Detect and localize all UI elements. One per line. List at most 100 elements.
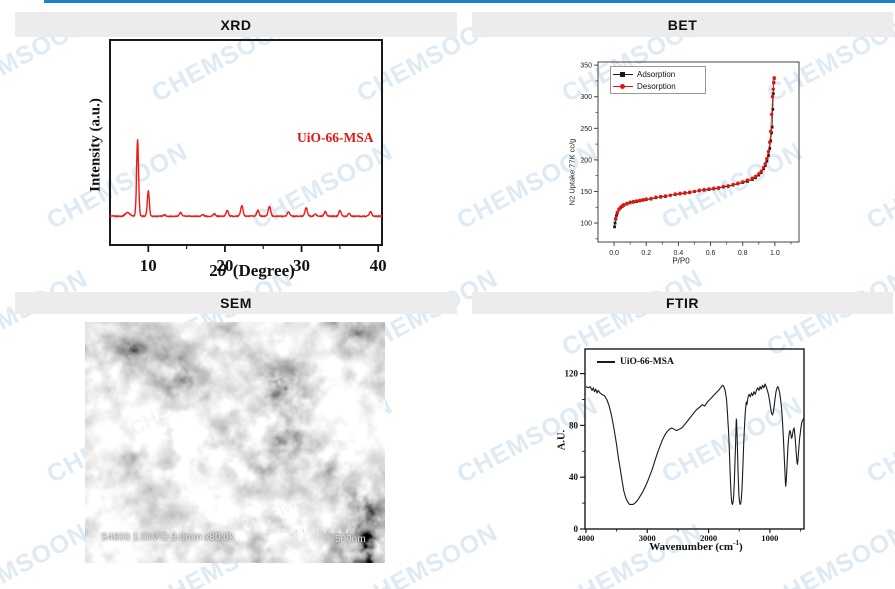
ftir-x-tick-label: 2000 (700, 533, 717, 543)
bet-point (641, 197, 645, 202)
bet-point (634, 199, 639, 203)
bet-point (638, 198, 642, 203)
bet-point (753, 174, 758, 179)
panel-title-xrd: XRD (220, 16, 252, 33)
bet-point (702, 187, 706, 192)
bet-point (736, 181, 740, 185)
bet-point (768, 129, 773, 134)
ftir-frame (584, 348, 805, 530)
bet-x-tick-label: 0.8 (738, 250, 748, 257)
bet-point (765, 159, 769, 163)
bet-point (697, 188, 702, 192)
bet-point (707, 187, 711, 191)
ftir-y-tick-label: 120 (565, 369, 579, 379)
bet-point (654, 195, 658, 199)
bet-point (628, 200, 632, 204)
panel-title-ftir: FTIR (665, 295, 700, 311)
ftir-y-tick-label: 0 (574, 524, 579, 534)
bet-x-tick-label: 0.0 (609, 250, 619, 257)
bet-point (731, 182, 735, 187)
bet-x-tick-label: 0.2 (641, 250, 651, 257)
top-accent-bar (44, 0, 895, 3)
bet-point (625, 201, 629, 206)
bet-y-tick-label: 100 (580, 221, 592, 228)
bet-point (631, 199, 636, 204)
bet-point (767, 154, 770, 157)
bet-point (716, 185, 721, 190)
bet-point (771, 92, 775, 95)
bet-point (617, 207, 621, 211)
ftir-y-tick-label: 40 (569, 472, 579, 482)
ftir-x-tick-label: 1000 (761, 533, 778, 543)
sem-image: CHEMSOON CHEMSOON S4800 1.0kV-D 3.0mm x8… (85, 322, 385, 563)
xrd-tick-label: 10 (140, 256, 157, 275)
panel-header-bet: BET (472, 12, 893, 37)
ftir-curve (585, 383, 804, 505)
bet-y-tick-label: 200 (580, 157, 592, 164)
bet-y-tick-label: 150 (580, 189, 592, 196)
bet-point (649, 196, 653, 201)
bet-x-tick-label: 0.6 (706, 250, 716, 257)
ftir-x-tick-label: 4000 (577, 533, 594, 543)
bet-frame (597, 61, 800, 243)
bet-series-line-adsorption (614, 78, 775, 227)
bet-point (750, 176, 755, 180)
bet-point (712, 186, 716, 191)
bet-point (668, 193, 673, 197)
bet-series-line-desorption (615, 77, 775, 219)
bet-point (768, 147, 772, 150)
bet-point (726, 184, 730, 188)
watermark-text: CHEMSOON (862, 137, 895, 235)
sem-info-label: S4800 1.0kV-D 3.0mm x80.0k (101, 532, 234, 543)
sem-scale-bar (266, 529, 354, 533)
bet-point (768, 140, 772, 144)
panel-header-ftir: FTIR (472, 292, 893, 314)
bet-point (769, 112, 774, 117)
sem-texture (85, 322, 385, 563)
bet-plot: 100 150 200 250 300 350 0.0 0.2 0.4 0.6 0.8 1.0 (580, 61, 800, 257)
bet-point (678, 191, 682, 196)
ftir-plot: 0 40 80 120 4000 3000 2000 1000 (565, 348, 805, 543)
bet-point (613, 216, 618, 221)
xrd-tick-label: 20 (216, 256, 233, 275)
bet-point (745, 178, 750, 182)
ftir-y-tick-label: 80 (569, 420, 579, 430)
bet-point (663, 194, 668, 198)
bet-point (644, 197, 648, 201)
bet-x-tick-label: 0.4 (674, 250, 684, 257)
bet-point (763, 164, 767, 167)
xrd-curve (109, 139, 383, 218)
bet-point (673, 192, 677, 196)
watermark-text: CHEMSOON (0, 518, 93, 589)
bet-point (763, 161, 767, 166)
bet-point (770, 125, 774, 129)
xrd-plot: 10 20 30 40 (109, 39, 387, 275)
bet-point (772, 76, 776, 80)
bet-point (757, 172, 761, 176)
bet-y-tick-label: 300 (580, 94, 592, 101)
bet-y-tick-label: 250 (580, 126, 592, 133)
bet-point (765, 156, 769, 161)
ftir-x-tick-label: 3000 (639, 533, 656, 543)
bet-point (721, 184, 726, 189)
bet-y-tick-label: 350 (580, 63, 592, 70)
bet-point (683, 191, 687, 195)
xrd-tick-label: 30 (293, 256, 310, 275)
bet-x-tick-label: 1.0 (770, 250, 780, 257)
panel-title-bet: BET (667, 16, 698, 33)
bet-point (772, 80, 776, 84)
panel-title-sem: SEM (220, 295, 252, 311)
bet-point (615, 210, 619, 215)
sem-scale-label: 500nm (335, 534, 366, 545)
bet-point (613, 225, 616, 229)
bet-point (692, 189, 697, 194)
panel-header-sem: SEM (15, 292, 457, 314)
bet-point (770, 95, 775, 99)
bet-point (766, 149, 771, 154)
bet-point (687, 190, 692, 194)
bet-point (761, 165, 766, 170)
xrd-frame (109, 39, 383, 246)
bet-point (741, 180, 745, 184)
panel-header-xrd: XRD (15, 12, 457, 37)
